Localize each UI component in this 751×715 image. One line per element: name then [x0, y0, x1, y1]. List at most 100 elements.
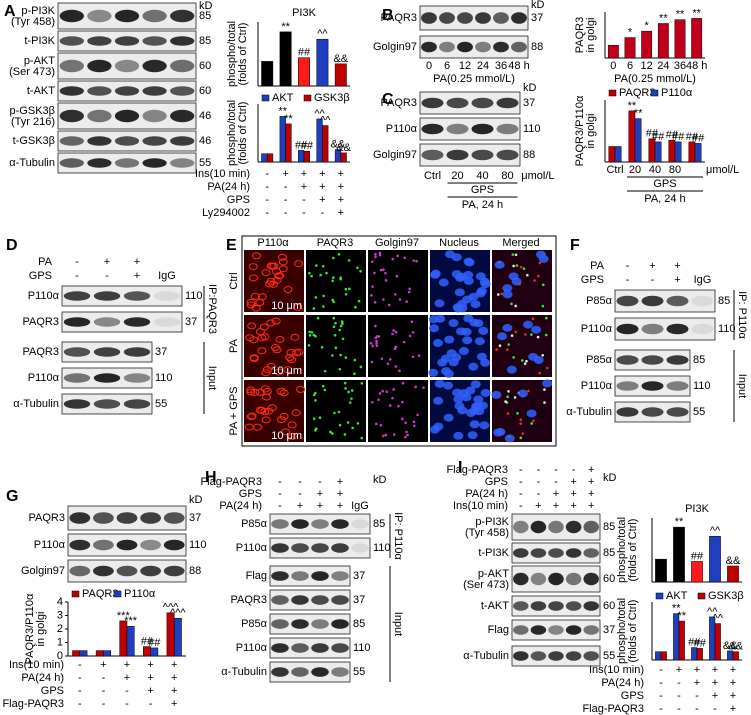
micrograph-signal	[333, 411, 336, 415]
treatment-sign: -	[125, 698, 129, 710]
blot-label: P110α	[28, 372, 60, 384]
bar	[316, 38, 329, 87]
bar	[678, 620, 685, 661]
micrograph-signal	[266, 362, 276, 370]
blot-band	[69, 539, 91, 551]
blot-band	[59, 158, 84, 168]
micrograph-signal	[453, 304, 464, 313]
micrograph-signal	[261, 369, 271, 377]
blot-band	[530, 651, 547, 661]
blot-band	[142, 36, 167, 46]
x-axis-label: PA(0.25 mmol/L)	[614, 73, 696, 85]
micrograph-signal	[514, 304, 517, 308]
blot-band	[471, 123, 494, 135]
blot-band	[140, 512, 161, 524]
micrograph-signal	[375, 335, 379, 338]
blot-band	[123, 317, 151, 327]
micrograph-signal	[475, 289, 486, 298]
micrograph-signal	[265, 280, 275, 288]
y-tick-label: 0	[57, 650, 63, 662]
micrograph-signal	[392, 433, 396, 436]
blot-band	[291, 619, 309, 629]
micrograph-signal	[322, 294, 325, 298]
lane-label: 40	[476, 170, 488, 182]
bar	[334, 63, 347, 87]
blot-band	[496, 97, 519, 109]
micrograph-signal	[394, 293, 397, 296]
micrograph-signal	[433, 396, 444, 405]
micrograph-signal	[285, 354, 295, 362]
blot-band	[87, 59, 112, 73]
micrograph-signal	[392, 329, 395, 332]
micrograph-signal	[348, 287, 351, 291]
blot-band	[691, 323, 714, 335]
scale-label: 10 μm	[271, 300, 302, 312]
treatment-sign: -	[78, 685, 82, 697]
blot-band	[271, 667, 289, 677]
treatment-sign: +	[124, 672, 130, 684]
blot-label: P110α	[236, 642, 268, 654]
treatment-sign: -	[519, 500, 523, 512]
micrograph-signal	[332, 256, 335, 260]
micrograph-signal	[283, 286, 293, 294]
significance-mark: ^^	[707, 606, 718, 618]
treatment-sign: +	[588, 500, 594, 512]
micrograph-signal	[395, 274, 399, 278]
blot-band	[475, 12, 491, 24]
blot-band	[548, 572, 564, 586]
treatment-label: Flag-PAQR3	[200, 476, 262, 488]
micrograph-signal	[512, 264, 515, 268]
micrograph-signal	[537, 274, 540, 278]
micrograph-signal	[278, 258, 288, 266]
treatment-sign: +	[588, 488, 594, 500]
micrograph-signal	[434, 379, 445, 388]
micrograph-signal	[339, 277, 343, 281]
micrograph-signal	[531, 317, 535, 321]
treatment-sign: -	[572, 464, 576, 476]
lane-label: 6	[444, 60, 450, 72]
micrograph-signal	[530, 422, 534, 425]
significance-mark: ##	[141, 635, 154, 647]
micrograph-signal	[314, 399, 317, 402]
micrograph-signal	[374, 255, 377, 259]
bar	[340, 152, 347, 163]
treatment-label: Ins(10 min)	[9, 659, 64, 671]
blot-band	[170, 136, 195, 146]
micrograph-signal	[344, 356, 348, 359]
kd-value: 85	[373, 518, 385, 530]
treatment-sign: -	[318, 476, 322, 488]
micrograph-signal	[330, 432, 334, 435]
micrograph-signal	[378, 251, 382, 255]
blot-band	[351, 543, 369, 553]
micrograph-signal	[314, 296, 318, 299]
treatment-sign: +	[171, 685, 177, 697]
y-tick-label: 4	[57, 596, 63, 608]
micrograph-signal	[411, 331, 415, 334]
blot-band	[123, 291, 151, 301]
significance-mark: ##	[691, 550, 704, 562]
micrograph-signal	[356, 266, 359, 270]
igg-label: IgG	[351, 500, 369, 512]
bar	[298, 57, 310, 87]
blot-band	[565, 651, 582, 661]
blot-band	[142, 59, 167, 73]
micrograph-signal	[391, 332, 394, 336]
significance-mark: ##	[298, 47, 311, 59]
treatment-sign: -	[278, 488, 282, 500]
micrograph-signal	[497, 332, 508, 341]
micrograph-signal	[398, 369, 401, 373]
micrograph-signal	[498, 344, 502, 348]
micrograph-signal	[340, 320, 344, 323]
micrograph-signal	[469, 420, 480, 429]
unit-label: μmol/L	[706, 164, 739, 176]
bar	[668, 140, 676, 163]
blot-label: P85α	[586, 295, 613, 307]
blot-label: P110α	[581, 380, 613, 392]
kd-value: 46	[199, 135, 211, 147]
kd-value: 60	[603, 573, 615, 585]
legend-swatch	[655, 592, 664, 600]
blot-label: α-Tubulin	[13, 398, 59, 410]
micrograph-signal	[453, 431, 464, 440]
treatment-label: PA	[38, 256, 53, 268]
